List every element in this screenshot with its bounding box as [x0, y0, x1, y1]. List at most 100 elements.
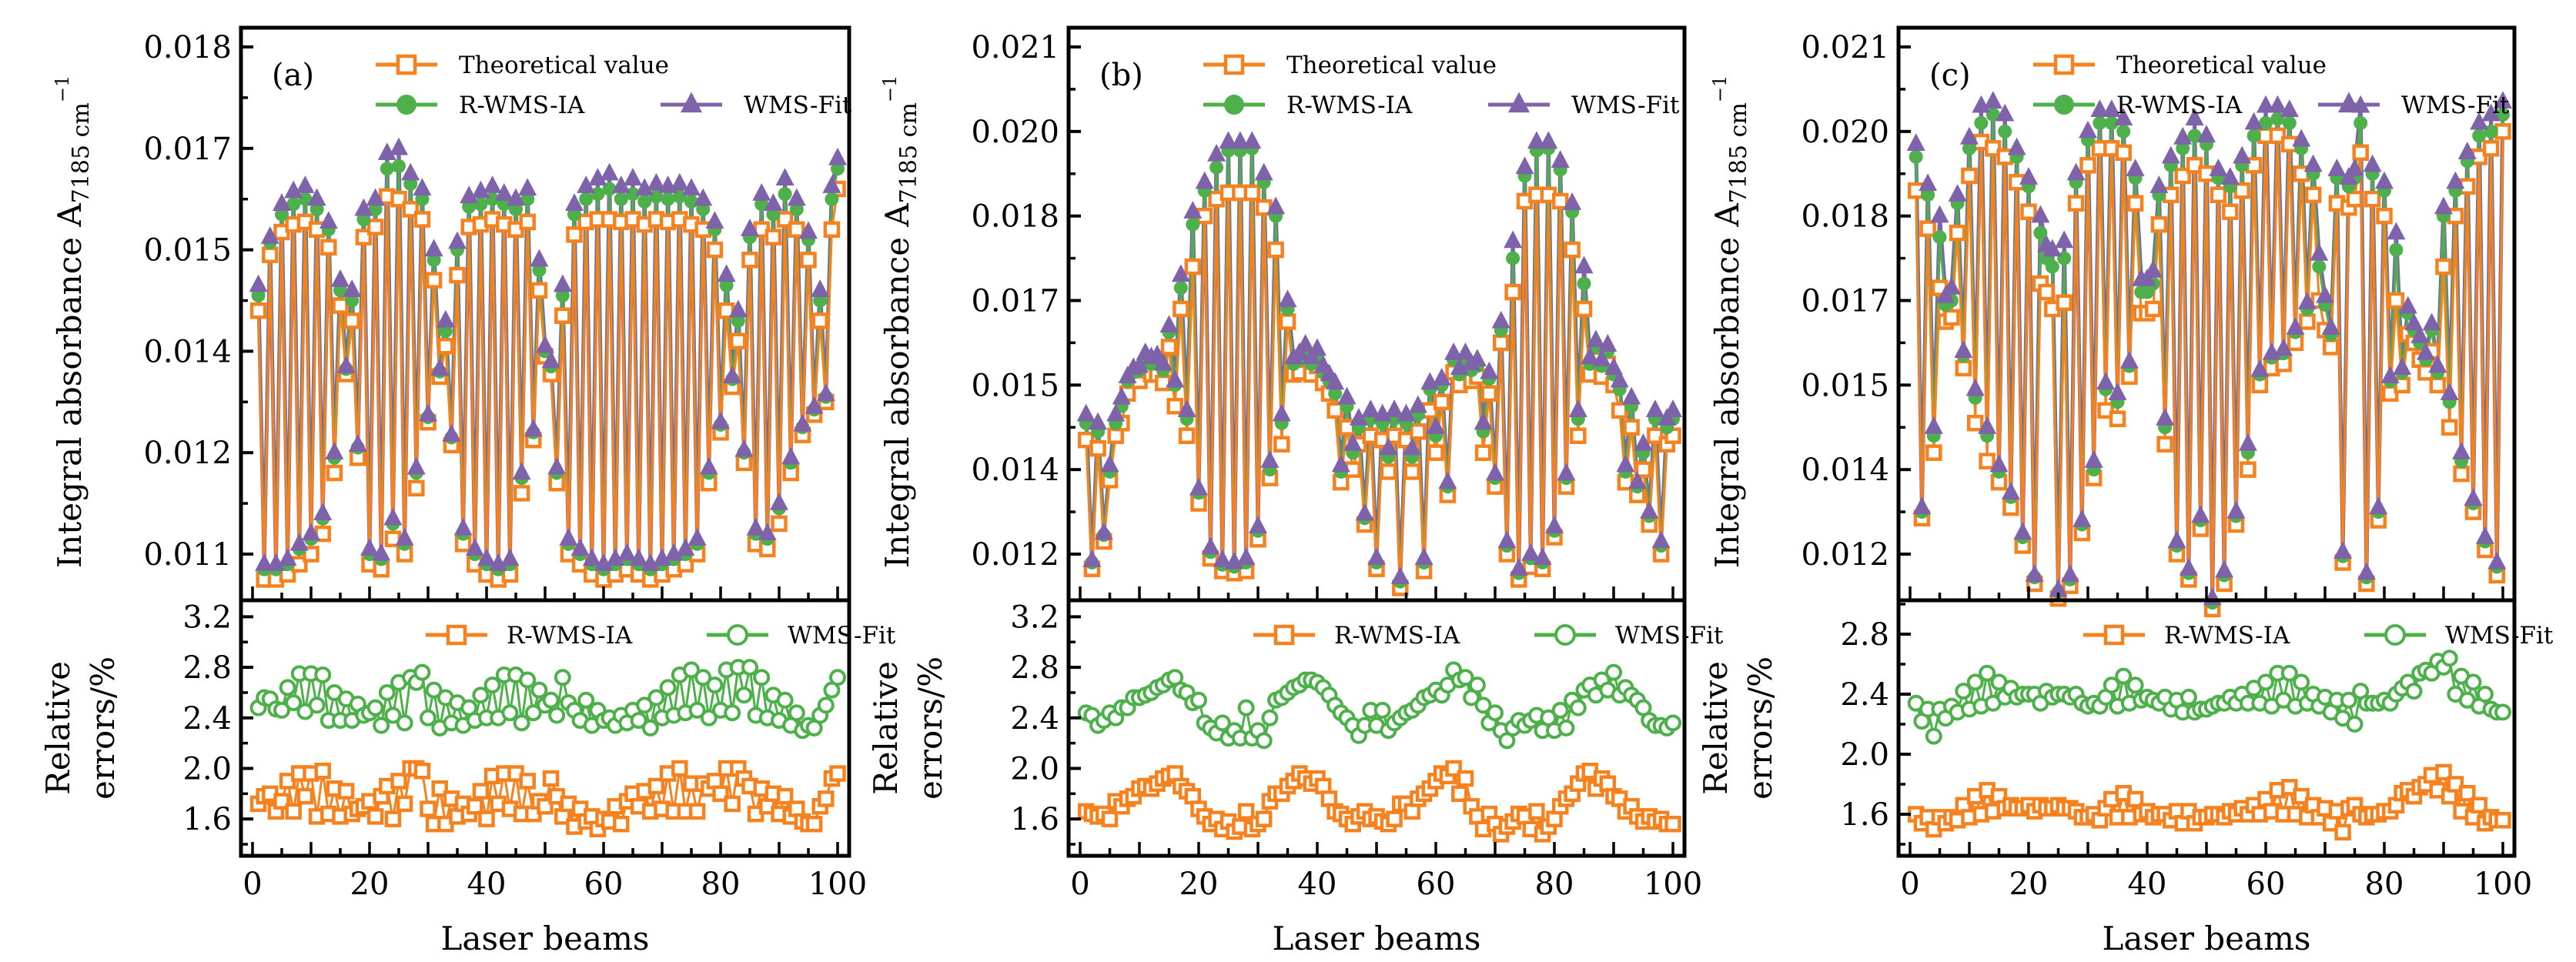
marker-wmsfit [413, 178, 432, 196]
marker-wmsfit [2108, 382, 2127, 400]
marker-wmsfit [1361, 399, 1380, 417]
marker-theoretical [1279, 313, 1296, 330]
marker-theoretical [1089, 439, 1106, 457]
marker-err-wmsfit [373, 716, 390, 734]
marker-theoretical [2429, 376, 2447, 394]
marker-theoretical [2299, 313, 2316, 330]
marker-err-wmsfit [1190, 691, 1207, 709]
marker-wmsfit [1112, 386, 1131, 405]
panel-c: 0.021 0.020 0.018 0.017 0.015 0.014 0.012 Integ… [1697, 25, 2554, 957]
marker-wmsfit [2244, 112, 2263, 130]
y-tick-label-upper: 0.020 [1801, 115, 1889, 150]
x-tick-label: 80 [2365, 867, 2404, 902]
marker-rwmsia [2389, 242, 2404, 257]
marker-rwmsia [813, 293, 828, 308]
marker-wmsfit [1551, 150, 1570, 168]
marker-wmsfit [1515, 156, 1534, 175]
marker-wmsfit [430, 358, 450, 376]
marker-rwmsia [590, 187, 605, 202]
marker-wmsfit [1509, 558, 1528, 576]
marker-theoretical [706, 241, 724, 259]
marker-err-rwmsia [2494, 812, 2511, 829]
y-label-main: Integral absorbance A [1708, 203, 1746, 569]
marker-wmsfit [1912, 496, 1932, 515]
legend-marker-rwmsia [1224, 95, 1244, 115]
marker-wmsfit [2327, 159, 2347, 176]
marker-wmsfit [2102, 99, 2121, 118]
marker-theoretical [2150, 215, 2168, 233]
marker-err-wmsfit [396, 714, 413, 732]
marker-wmsfit [2007, 137, 2026, 155]
marker-rwmsia [696, 202, 711, 216]
legend-label-theoretical: Theoretical value [2116, 52, 2327, 79]
marker-wmsfit [2310, 242, 2329, 261]
marker-err-wmsfit [829, 669, 846, 686]
marker-theoretical [776, 211, 794, 228]
marker-wmsfit [2090, 99, 2109, 118]
marker-wmsfit [2167, 530, 2186, 549]
marker-wmsfit [2209, 159, 2228, 176]
marker-wmsfit [360, 538, 379, 556]
marker-wmsfit [687, 528, 707, 546]
marker-wmsfit [711, 411, 730, 429]
marker-wmsfit [1082, 549, 1102, 567]
marker-err-rwmsia [1445, 760, 1462, 777]
marker-wmsfit [1628, 471, 1647, 489]
y-tick-label-lower: 2.8 [1840, 617, 1889, 653]
marker-wmsfit [1408, 395, 1427, 413]
lower-plot [249, 659, 846, 838]
marker-wmsfit [2233, 145, 2252, 164]
legend-label-err-rwmsia: R-WMS-IA [1334, 622, 1460, 650]
marker-wmsfit [2357, 562, 2376, 580]
marker-wmsfit [255, 553, 274, 571]
marker-err-rwmsia [1664, 815, 1681, 833]
marker-wmsfit [624, 168, 642, 186]
marker-theoretical [1184, 258, 1202, 276]
marker-wmsfit [1183, 201, 1203, 219]
marker-wmsfit [260, 225, 279, 244]
marker-theoretical [2435, 258, 2452, 276]
marker-rwmsia [368, 202, 383, 216]
marker-err-rwmsia [2471, 797, 2487, 814]
marker-wmsfit [1278, 289, 1297, 308]
legend-marker-rwmsia [2054, 95, 2074, 115]
marker-wmsfit [2410, 326, 2430, 343]
marker-theoretical [2322, 339, 2340, 356]
y-tick-label-upper: 0.017 [1801, 284, 1889, 319]
marker-err-wmsfit [530, 681, 548, 699]
marker-err-wmsfit [706, 676, 724, 694]
marker-theoretical [2376, 207, 2393, 225]
marker-rwmsia [2496, 107, 2510, 122]
y-tick-label-upper: 0.015 [143, 233, 232, 269]
marker-rwmsia [2354, 115, 2368, 130]
marker-err-rwmsia [273, 793, 290, 810]
marker-wmsfit [1189, 477, 1208, 496]
marker-err-rwmsia [542, 770, 560, 787]
legend-marker-rwmsia [396, 95, 417, 115]
marker-theoretical [1273, 436, 1290, 453]
y-axis-label-upper: Integral absorbance A7185 cm−1 [878, 75, 922, 569]
marker-theoretical [1403, 463, 1420, 480]
marker-theoretical [2126, 195, 2144, 212]
marker-wmsfit [811, 279, 830, 297]
y-tick-label-lower: 2.8 [182, 650, 232, 686]
marker-wmsfit [2143, 259, 2163, 278]
marker-theoretical [823, 221, 841, 238]
marker-wmsfit [2446, 171, 2465, 189]
y-tick-label-upper: 0.017 [971, 284, 1059, 319]
marker-wmsfit [507, 188, 525, 206]
marker-theoretical [449, 266, 466, 284]
marker-wmsfit [1486, 463, 1504, 481]
marker-wmsfit [600, 162, 619, 181]
marker-theoretical [811, 312, 828, 329]
y-tick-label-upper: 0.012 [971, 537, 1059, 573]
marker-err-wmsfit [548, 706, 566, 724]
marker-wmsfit [2434, 196, 2453, 215]
marker-wmsfit [1604, 357, 1623, 376]
marker-rwmsia [731, 313, 745, 328]
marker-theoretical [2494, 123, 2511, 140]
marker-err-wmsfit [501, 704, 519, 722]
marker-wmsfit [2380, 366, 2400, 384]
marker-err-wmsfit [1487, 704, 1504, 722]
marker-wmsfit [559, 528, 578, 546]
